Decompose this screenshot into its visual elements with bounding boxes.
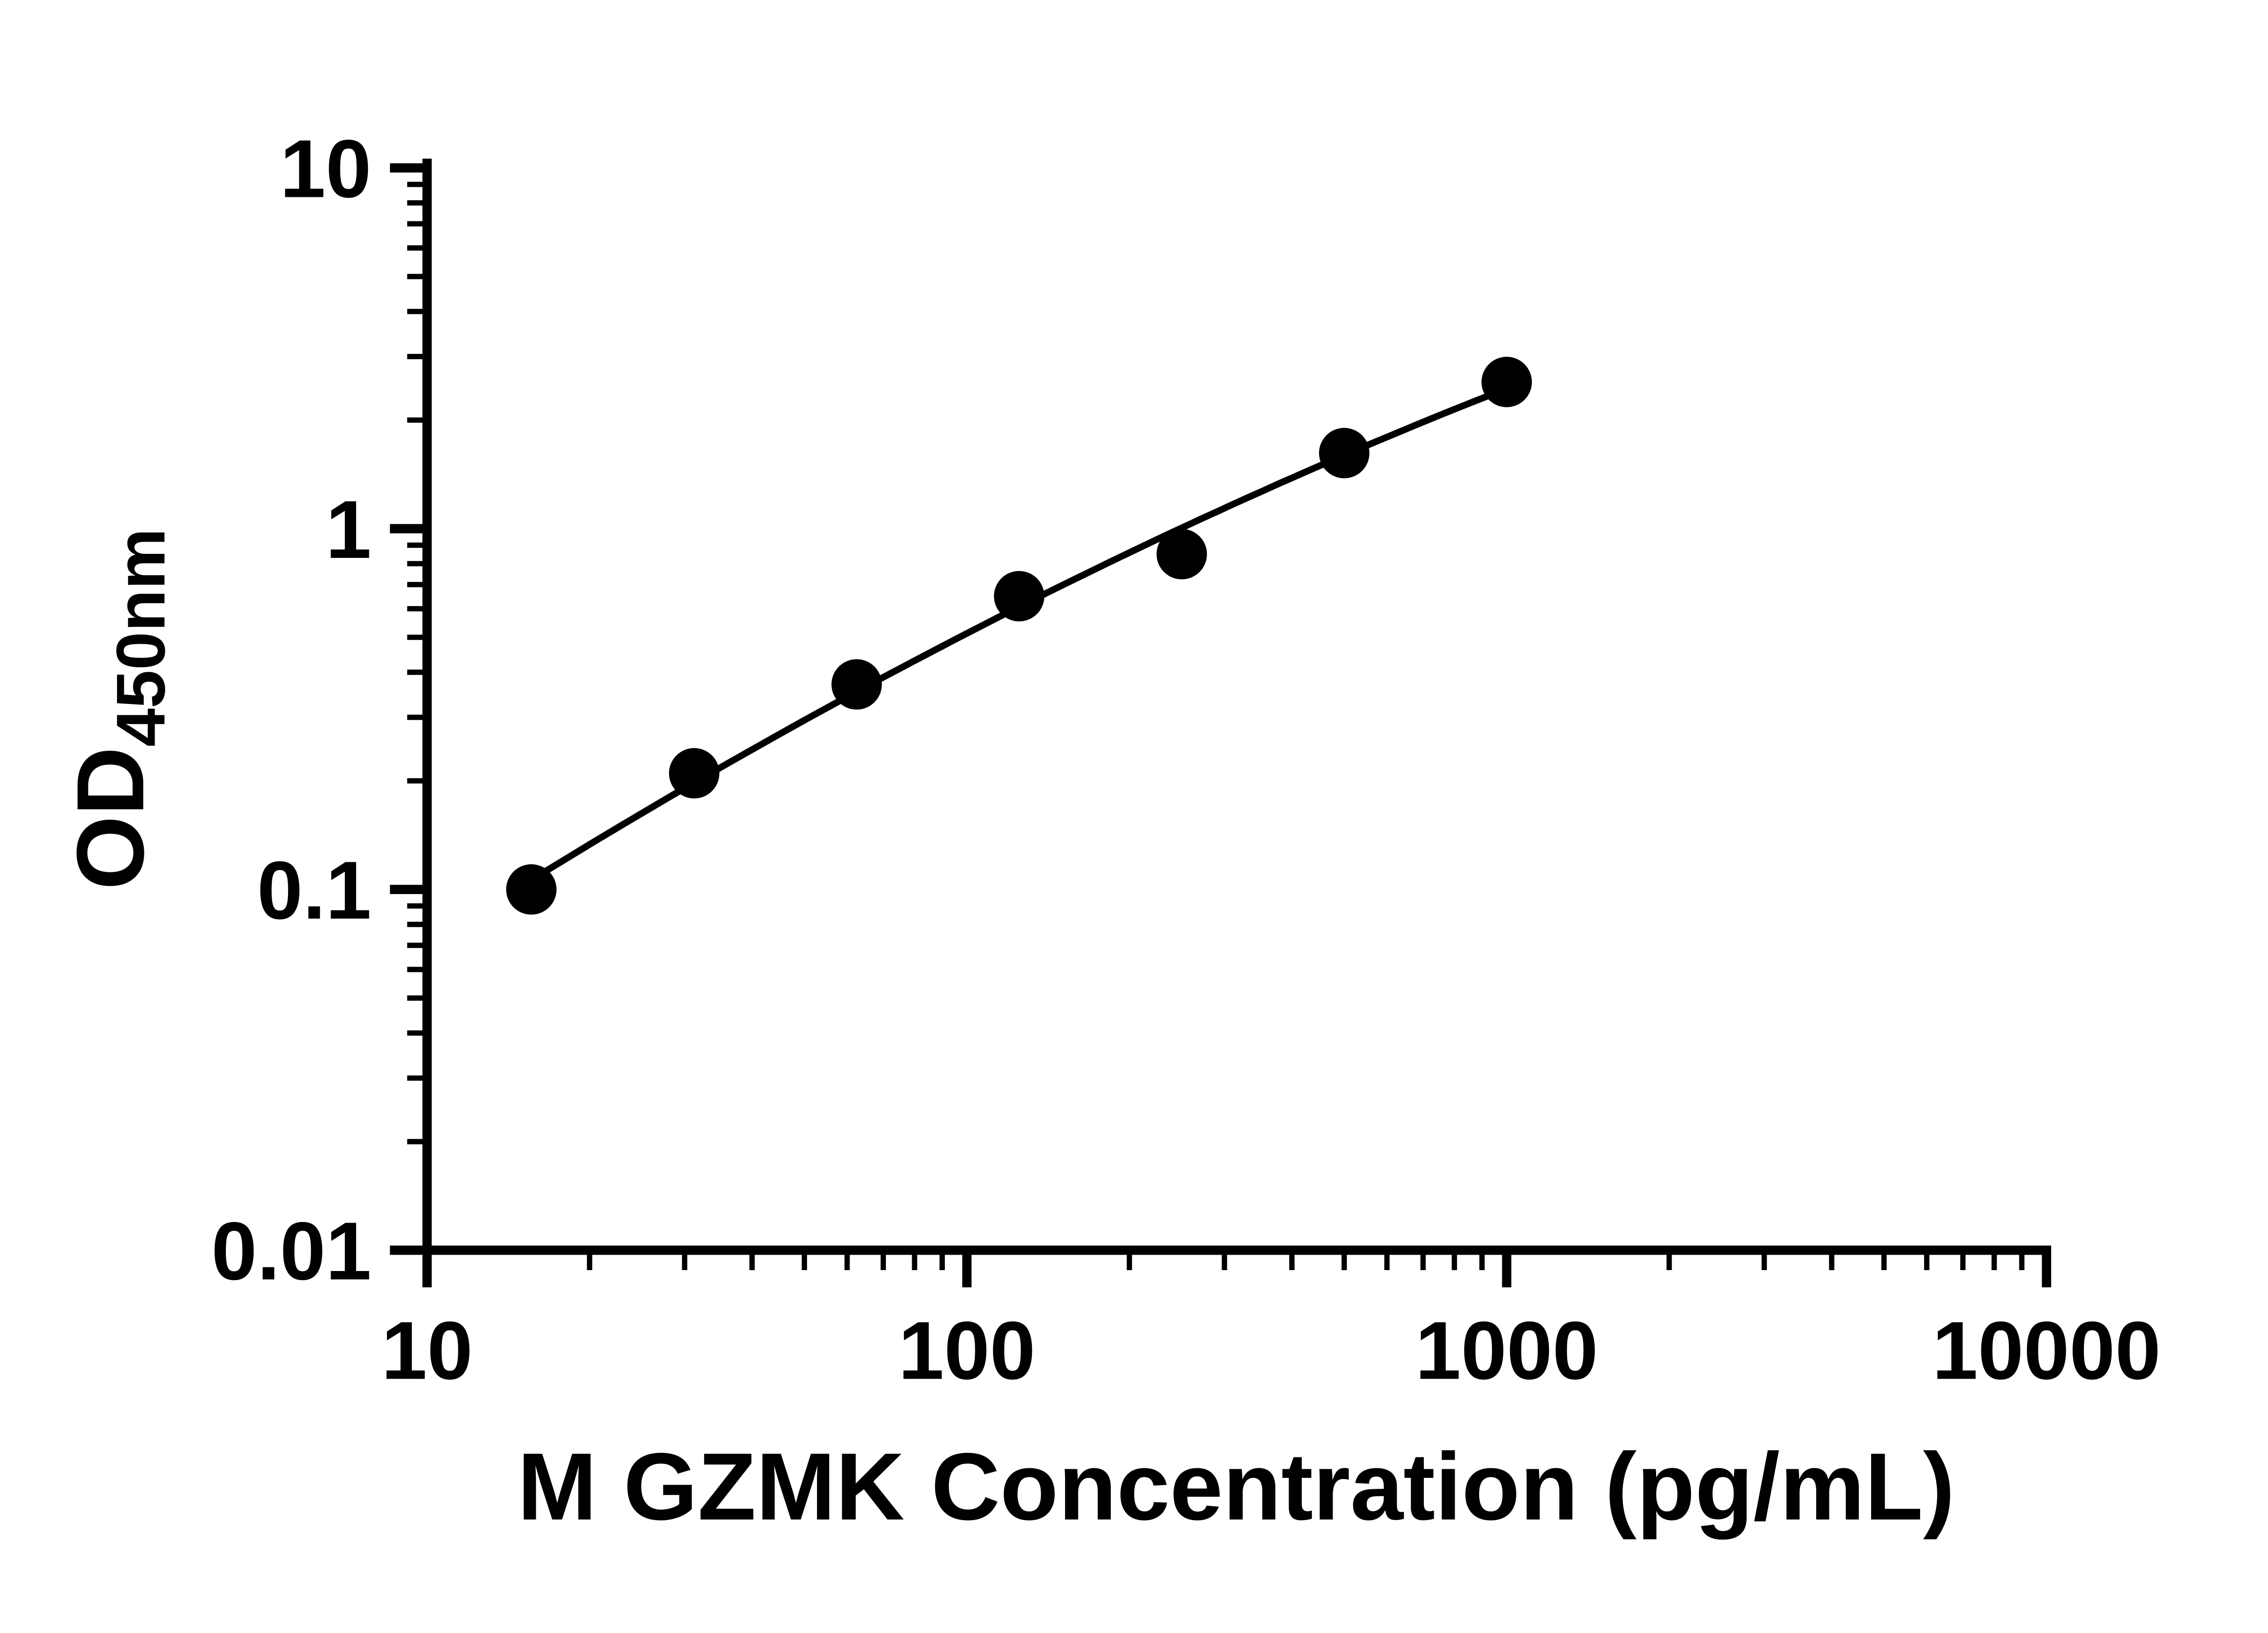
data-point-marker [669,748,719,799]
x-tick-label: 100 [898,1305,1035,1397]
data-point-marker [1156,529,1207,580]
data-point-marker [506,864,557,915]
x-axis-title: M GZMK Concentration (pg/mL) [518,1433,1955,1540]
y-tick-label: 1 [326,484,371,576]
y-tick-label: 0.1 [257,845,371,936]
data-point-marker [994,571,1045,621]
y-tick-label: 10 [280,123,371,215]
y-tick-label: 0.01 [211,1205,371,1297]
data-point-marker [831,659,882,710]
x-tick-label: 1000 [1415,1305,1598,1397]
y-axis-title-main: OD [57,747,164,890]
data-point-marker [1319,428,1370,479]
x-tick-label: 10000 [1932,1305,2161,1397]
x-tick-label: 10 [381,1305,473,1397]
data-point-marker [1481,357,1532,407]
y-axis-title-subscript: 450nm [103,528,180,747]
y-axis-title: OD450nm [57,528,180,890]
plot-area: 10 100 1000 10000 0.01 0.1 1 10 [211,123,2161,1397]
